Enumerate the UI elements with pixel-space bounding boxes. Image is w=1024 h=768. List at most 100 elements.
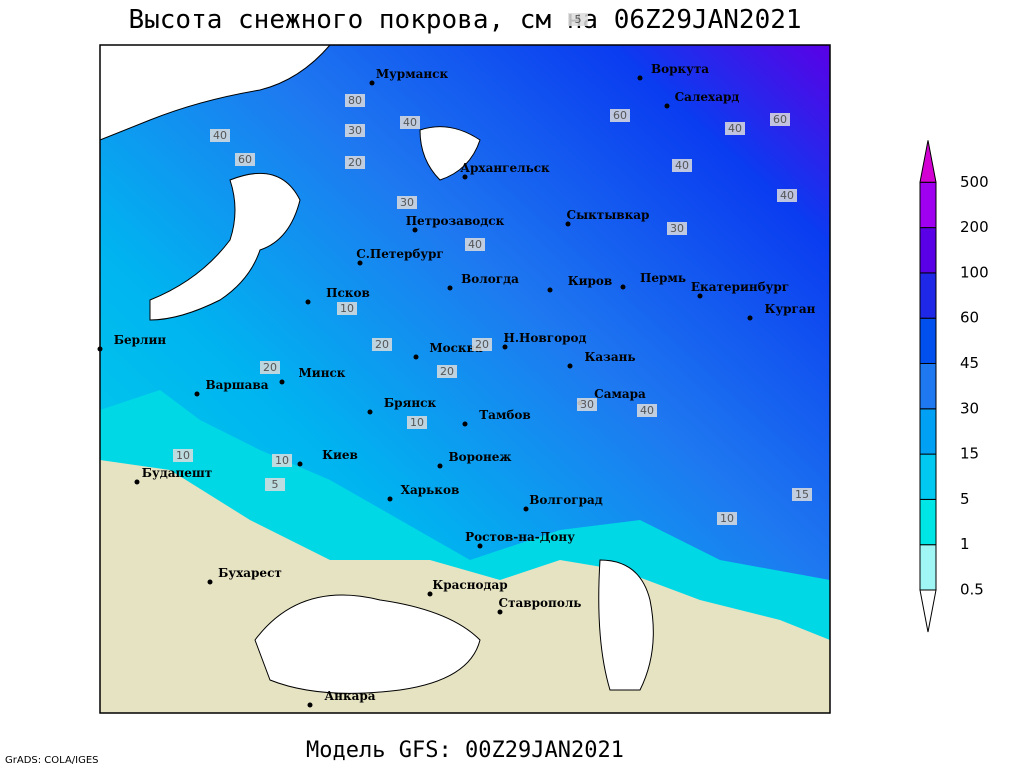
map — [99, 44, 831, 714]
contour-label: 30 — [400, 196, 414, 209]
city-label: Берлин — [114, 333, 167, 347]
contour-labels: 40 60 40 30 20 40 60 60 80 40 30 40 30 40 10 20 20 10 10 20… — [173, 13, 812, 525]
contour-label-box — [577, 398, 597, 411]
city-dot — [297, 461, 303, 467]
city-label: Вологда — [461, 272, 519, 286]
contour-label: 40 — [640, 404, 654, 417]
legend-segment — [919, 227, 937, 274]
contour-label-box — [437, 365, 457, 378]
contour-label: 20 — [348, 156, 362, 169]
contour-label-box — [173, 449, 193, 462]
city-label: Ставрополь — [499, 596, 582, 610]
contour-label-box — [260, 361, 280, 374]
city-label: Киров — [568, 274, 613, 288]
city-dot — [502, 344, 508, 350]
model-caption: Модель GFS: 00Z29JAN2021 — [306, 738, 624, 763]
contour-label-box — [272, 454, 292, 467]
city-dot — [367, 409, 373, 415]
legend-level-label: 100 — [960, 263, 989, 281]
city-label: Петрозаводск — [406, 214, 505, 228]
contour-label-box — [777, 189, 797, 202]
city-label: Казань — [584, 350, 635, 364]
contour-label: 40 — [403, 116, 417, 129]
city-dot — [97, 346, 103, 352]
legend-level-label: 500 — [960, 173, 989, 191]
caspian-sea — [598, 559, 654, 691]
city-dot — [357, 260, 363, 266]
city-label: Краснодар — [432, 578, 507, 592]
contour-label-box — [337, 302, 357, 315]
contour-label: 80 — [348, 94, 362, 107]
city-dot — [194, 391, 200, 397]
city-dot — [565, 221, 571, 227]
contour-label: 40 — [728, 122, 742, 135]
baltic-sea — [149, 172, 301, 321]
contour-label-box — [610, 109, 630, 122]
contour-label-box — [210, 129, 230, 142]
city-dot — [462, 174, 468, 180]
city-dot — [620, 284, 626, 290]
legend-level-label: 15 — [960, 445, 979, 463]
contour-label: 5 — [575, 13, 582, 26]
city-label: Москва — [429, 341, 483, 355]
city-label: Анкара — [324, 689, 375, 703]
city-label: Брянск — [384, 396, 437, 410]
city-label: Пермь — [640, 271, 686, 285]
city-dot — [637, 75, 643, 81]
contour-label: 20 — [263, 361, 277, 374]
legend-segment — [919, 363, 937, 410]
contour-label: 40 — [675, 159, 689, 172]
city-dot — [369, 80, 375, 86]
contour-label-box — [235, 153, 255, 166]
city-label: Салехард — [675, 90, 740, 104]
title: Высота снежного покрова, см на 06Z29JAN2… — [128, 5, 801, 35]
city-label: Волгоград — [529, 493, 602, 507]
contour-label: 10 — [176, 449, 190, 462]
legend-low-triangle — [919, 589, 937, 633]
city-label: Будапешт — [142, 466, 212, 480]
contour-label-box — [345, 94, 365, 107]
city-label: Варшава — [205, 378, 268, 392]
contour-label: 10 — [410, 416, 424, 429]
contour-label: 60 — [773, 113, 787, 126]
legend-segment — [919, 272, 937, 319]
contour-label-box — [407, 416, 427, 429]
arctic-sea — [99, 44, 332, 141]
legend-level-label: 5 — [960, 490, 970, 508]
contour-label: 60 — [613, 109, 627, 122]
city-label: Харьков — [401, 483, 460, 497]
city-dot — [697, 293, 703, 299]
city-label: Екатеринбург — [691, 280, 789, 294]
city-dot — [279, 379, 285, 385]
contour-label: 15 — [795, 488, 809, 501]
contour-label: 20 — [475, 338, 489, 351]
city-label: Воркута — [651, 62, 709, 76]
city-dot — [462, 421, 468, 427]
city-dot — [447, 285, 453, 291]
city-dot — [497, 609, 503, 615]
legend-level-label: 30 — [960, 399, 979, 417]
city-dot — [307, 702, 313, 708]
legend-segment — [919, 408, 937, 455]
city-dot — [477, 543, 483, 549]
city-label: Бухарест — [218, 566, 282, 580]
legend-level-label: 200 — [960, 218, 989, 236]
contour-label-box — [397, 196, 417, 209]
contour-label-box — [472, 338, 492, 351]
city-label: Минск — [299, 366, 346, 380]
contour-label-box — [672, 159, 692, 172]
city-label: Сыктывкар — [567, 208, 650, 222]
city-label: Ростов-на-Дону — [465, 530, 575, 544]
city-dot — [664, 103, 670, 109]
legend-level-label: 45 — [960, 354, 979, 372]
city-dot — [134, 479, 140, 485]
legend-segment — [919, 317, 937, 365]
city-label: Киев — [322, 448, 358, 462]
contour-label-box — [667, 222, 687, 235]
contour-label: 40 — [468, 238, 482, 251]
city-label: Курган — [765, 302, 816, 316]
credit: GrADS: COLA/IGES — [5, 755, 99, 766]
contour-label: 40 — [780, 189, 794, 202]
contour-label: 10 — [340, 302, 354, 315]
city-dot — [747, 315, 753, 321]
